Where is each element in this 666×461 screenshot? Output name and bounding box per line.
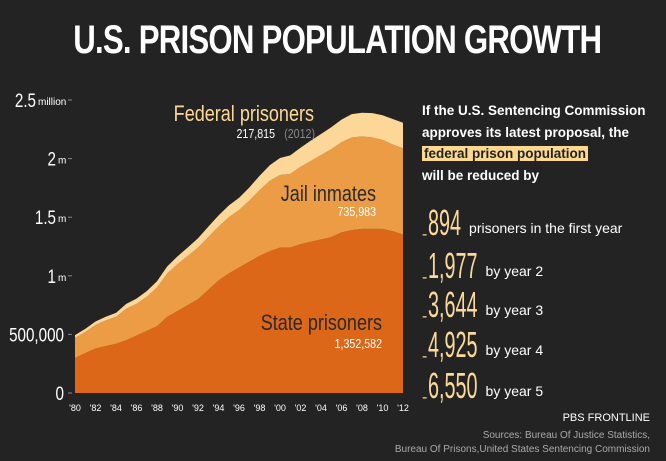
series-value-federal: 217,815 bbox=[236, 126, 275, 141]
reduction-label: by year 5 bbox=[485, 383, 544, 399]
y-tick-label: 1 bbox=[48, 265, 56, 287]
x-tick-label: '10 bbox=[377, 403, 389, 413]
x-tick-label: '90 bbox=[172, 403, 184, 413]
x-tick-label: '96 bbox=[233, 403, 245, 413]
reduction-row: -894 prisoners in the first year bbox=[422, 202, 622, 243]
reduction-label: by year 2 bbox=[485, 263, 544, 279]
y-tick-unit: million bbox=[38, 97, 66, 108]
reduction-value: 1,977 bbox=[428, 245, 478, 286]
series-label-state: State prisoners bbox=[261, 311, 382, 335]
x-tick-label: '80 bbox=[69, 403, 81, 413]
sources-line-2: Bureau Of Prisons,United States Sentenci… bbox=[394, 444, 650, 455]
intro-text: If the U.S. Sentencing Commission approv… bbox=[422, 103, 646, 140]
reduction-label: by year 4 bbox=[485, 342, 544, 358]
x-tick-label: '86 bbox=[131, 403, 143, 413]
sources-line-1: Sources: Bureau Of Justice Statistics, bbox=[482, 430, 650, 441]
minus-sign: - bbox=[422, 347, 428, 365]
series-area-federal-prisoners bbox=[75, 112, 403, 338]
minus-sign: - bbox=[422, 388, 428, 406]
x-tick-label: '04 bbox=[315, 403, 327, 413]
reduction-label: prisoners in the first year bbox=[469, 220, 623, 236]
intro-text-end: will be reduced by bbox=[422, 167, 540, 183]
y-tick-unit: m bbox=[58, 214, 66, 225]
x-tick-label: '08 bbox=[356, 403, 368, 413]
y-tick-label: 1.5 bbox=[35, 207, 56, 229]
chart-title: U.S. PRISON POPULATION GROWTH bbox=[73, 18, 602, 62]
reduction-row: -3,644 by year 3 bbox=[422, 284, 543, 325]
series-label-federal: Federal prisoners bbox=[174, 102, 314, 126]
reduction-row: -4,925 by year 4 bbox=[422, 324, 543, 365]
reduction-value: 3,644 bbox=[428, 284, 478, 325]
x-tick-label: '00 bbox=[274, 403, 286, 413]
reduction-label: by year 3 bbox=[485, 302, 544, 318]
series-value-state: 1,352,582 bbox=[335, 336, 382, 351]
reduction-panel: If the U.S. Sentencing Commission approv… bbox=[422, 100, 662, 406]
x-tick-label: '06 bbox=[336, 403, 348, 413]
minus-sign: - bbox=[422, 307, 428, 325]
y-tick-label: 2 bbox=[48, 148, 56, 170]
reduction-row: -6,550 by year 5 bbox=[422, 365, 543, 406]
series-value-jail: 735,983 bbox=[337, 204, 376, 219]
y-tick-label: 500,000 bbox=[9, 324, 64, 346]
series-note-federal: (2012) bbox=[284, 126, 315, 141]
y-tick-label: 2.5 bbox=[15, 89, 36, 111]
y-tick-unit: m bbox=[58, 156, 66, 167]
x-tick-label: '82 bbox=[90, 403, 102, 413]
x-tick-label: '02 bbox=[295, 403, 307, 413]
minus-sign: - bbox=[422, 268, 428, 286]
x-tick-label: '12 bbox=[397, 403, 409, 413]
reduction-value: 6,550 bbox=[428, 365, 478, 406]
x-tick-label: '88 bbox=[151, 403, 163, 413]
x-tick-label: '98 bbox=[254, 403, 266, 413]
y-tick-unit: m bbox=[58, 273, 66, 284]
highlight-text: federal prison population bbox=[422, 146, 589, 161]
panel-intro: If the U.S. Sentencing Commission approv… bbox=[422, 100, 662, 186]
reduction-value: 4,925 bbox=[428, 324, 478, 365]
series-area-state-prisoners bbox=[75, 228, 403, 393]
series-area-jail-inmates bbox=[75, 136, 403, 358]
reduction-value: 894 bbox=[428, 202, 462, 243]
reduction-row: -1,977 by year 2 bbox=[422, 245, 543, 286]
x-tick-label: '94 bbox=[213, 403, 225, 413]
credit: PBS FRONTLINE bbox=[562, 412, 650, 424]
y-tick-label: 0 bbox=[56, 382, 64, 404]
x-tick-label: '92 bbox=[192, 403, 204, 413]
series-label-jail: Jail inmates bbox=[281, 182, 376, 206]
minus-sign: - bbox=[422, 225, 428, 243]
x-tick-label: '84 bbox=[110, 403, 122, 413]
